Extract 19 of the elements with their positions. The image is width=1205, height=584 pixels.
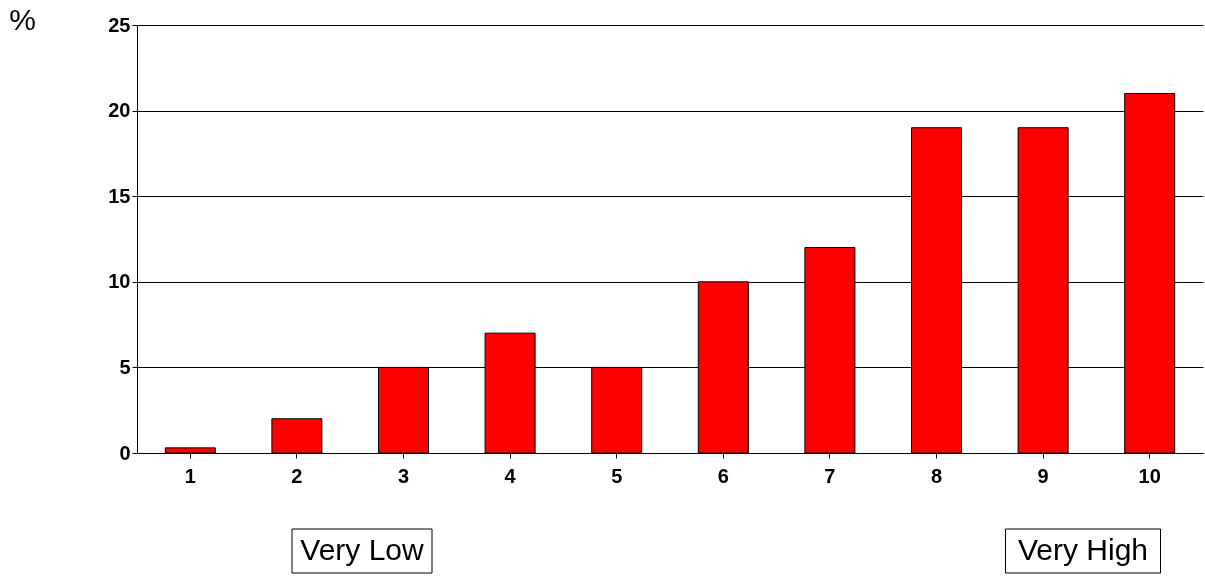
x-tick-label: 5	[611, 464, 623, 487]
y-tick-label: 5	[119, 355, 131, 378]
y-axis-title: %	[9, 2, 36, 36]
y-tick-label: 25	[108, 13, 131, 36]
x-tick-label: 4	[504, 464, 517, 487]
x-tick-label: 10	[1138, 464, 1161, 487]
y-tick-label: 20	[108, 99, 131, 122]
x-tick-label: 3	[397, 464, 410, 487]
x-tick-label: 2	[291, 464, 303, 487]
y-tick-label: 10	[108, 270, 131, 293]
x-tick-label: 7	[824, 464, 836, 487]
x-tick-label: 9	[1037, 464, 1049, 487]
x-tick-label: 6	[717, 464, 729, 487]
y-tick-label: 0	[119, 441, 131, 464]
text: Very High	[1017, 533, 1149, 566]
text: Very Low	[300, 533, 425, 566]
x-tick-label: 1	[184, 464, 196, 487]
y-tick-label: 15	[108, 184, 131, 207]
x-tick-label: 8	[930, 464, 943, 487]
